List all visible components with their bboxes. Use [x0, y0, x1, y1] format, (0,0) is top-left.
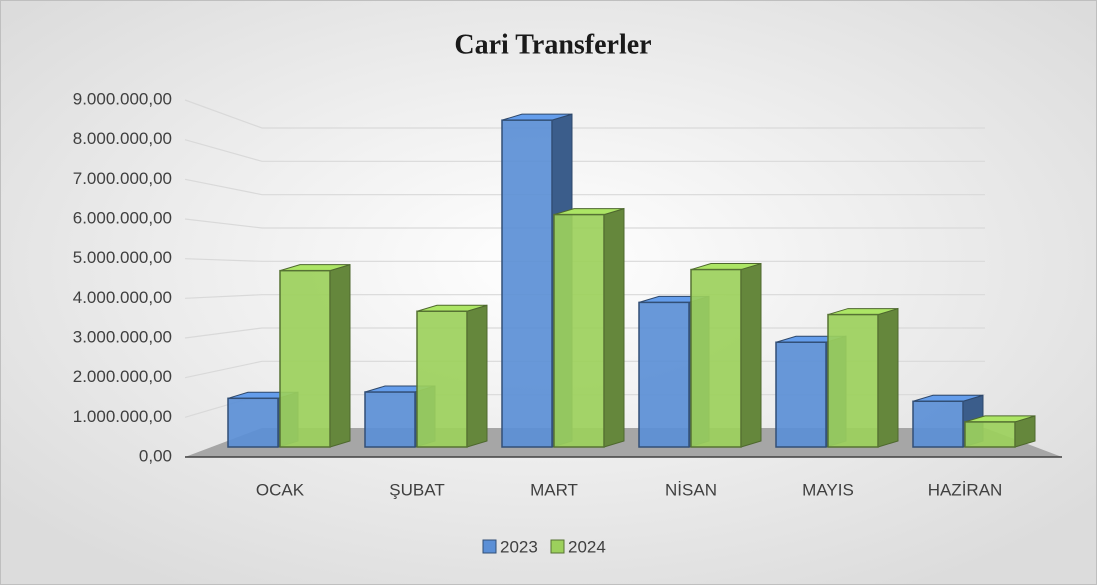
bar — [827, 313, 879, 448]
legend-swatch — [550, 539, 565, 554]
bar — [638, 301, 690, 448]
grid-line — [184, 178, 985, 196]
grid-line — [184, 139, 985, 162]
x-tick-label: OCAK — [256, 480, 305, 499]
y-tick-label: 4.000.000,00 — [73, 288, 172, 307]
bar — [501, 119, 553, 448]
bar — [364, 391, 416, 448]
y-tick-label: 2.000.000,00 — [73, 367, 172, 386]
x-tick-label: NİSAN — [665, 480, 717, 499]
y-tick-label: 0,00 — [139, 446, 172, 465]
legend-label: 2024 — [568, 537, 606, 556]
bar-side — [329, 263, 351, 448]
x-tick-label: HAZİRAN — [928, 480, 1003, 499]
y-tick-label: 8.000.000,00 — [73, 129, 172, 148]
bar-side — [466, 304, 488, 448]
bar-side — [603, 207, 625, 448]
legend-label: 2023 — [500, 537, 538, 556]
bar — [416, 310, 468, 448]
chart-title: Cari Transferler — [454, 29, 651, 60]
bars — [227, 113, 1036, 448]
grid-line — [184, 99, 985, 129]
y-tick-label: 6.000.000,00 — [73, 208, 172, 227]
y-tick-label: 7.000.000,00 — [73, 169, 172, 188]
bar — [227, 397, 279, 448]
bar — [279, 269, 331, 448]
x-tick-label: MART — [530, 480, 578, 499]
x-tick-label: ŞUBAT — [389, 480, 444, 499]
grid-line — [184, 258, 985, 262]
bar — [553, 213, 605, 448]
y-tick-label: 1.000.000,00 — [73, 407, 172, 426]
bar — [690, 268, 742, 448]
bar — [775, 341, 827, 448]
y-tick-label: 5.000.000,00 — [73, 248, 172, 267]
bar — [964, 421, 1016, 448]
bar-side — [877, 307, 899, 448]
y-tick-label: 9.000.000,00 — [73, 89, 172, 108]
legend-swatch — [482, 539, 497, 554]
x-tick-label: MAYIS — [802, 480, 854, 499]
bar-side — [740, 262, 762, 448]
bar — [912, 400, 964, 448]
y-tick-label: 3.000.000,00 — [73, 327, 172, 346]
grid-line — [184, 218, 985, 229]
